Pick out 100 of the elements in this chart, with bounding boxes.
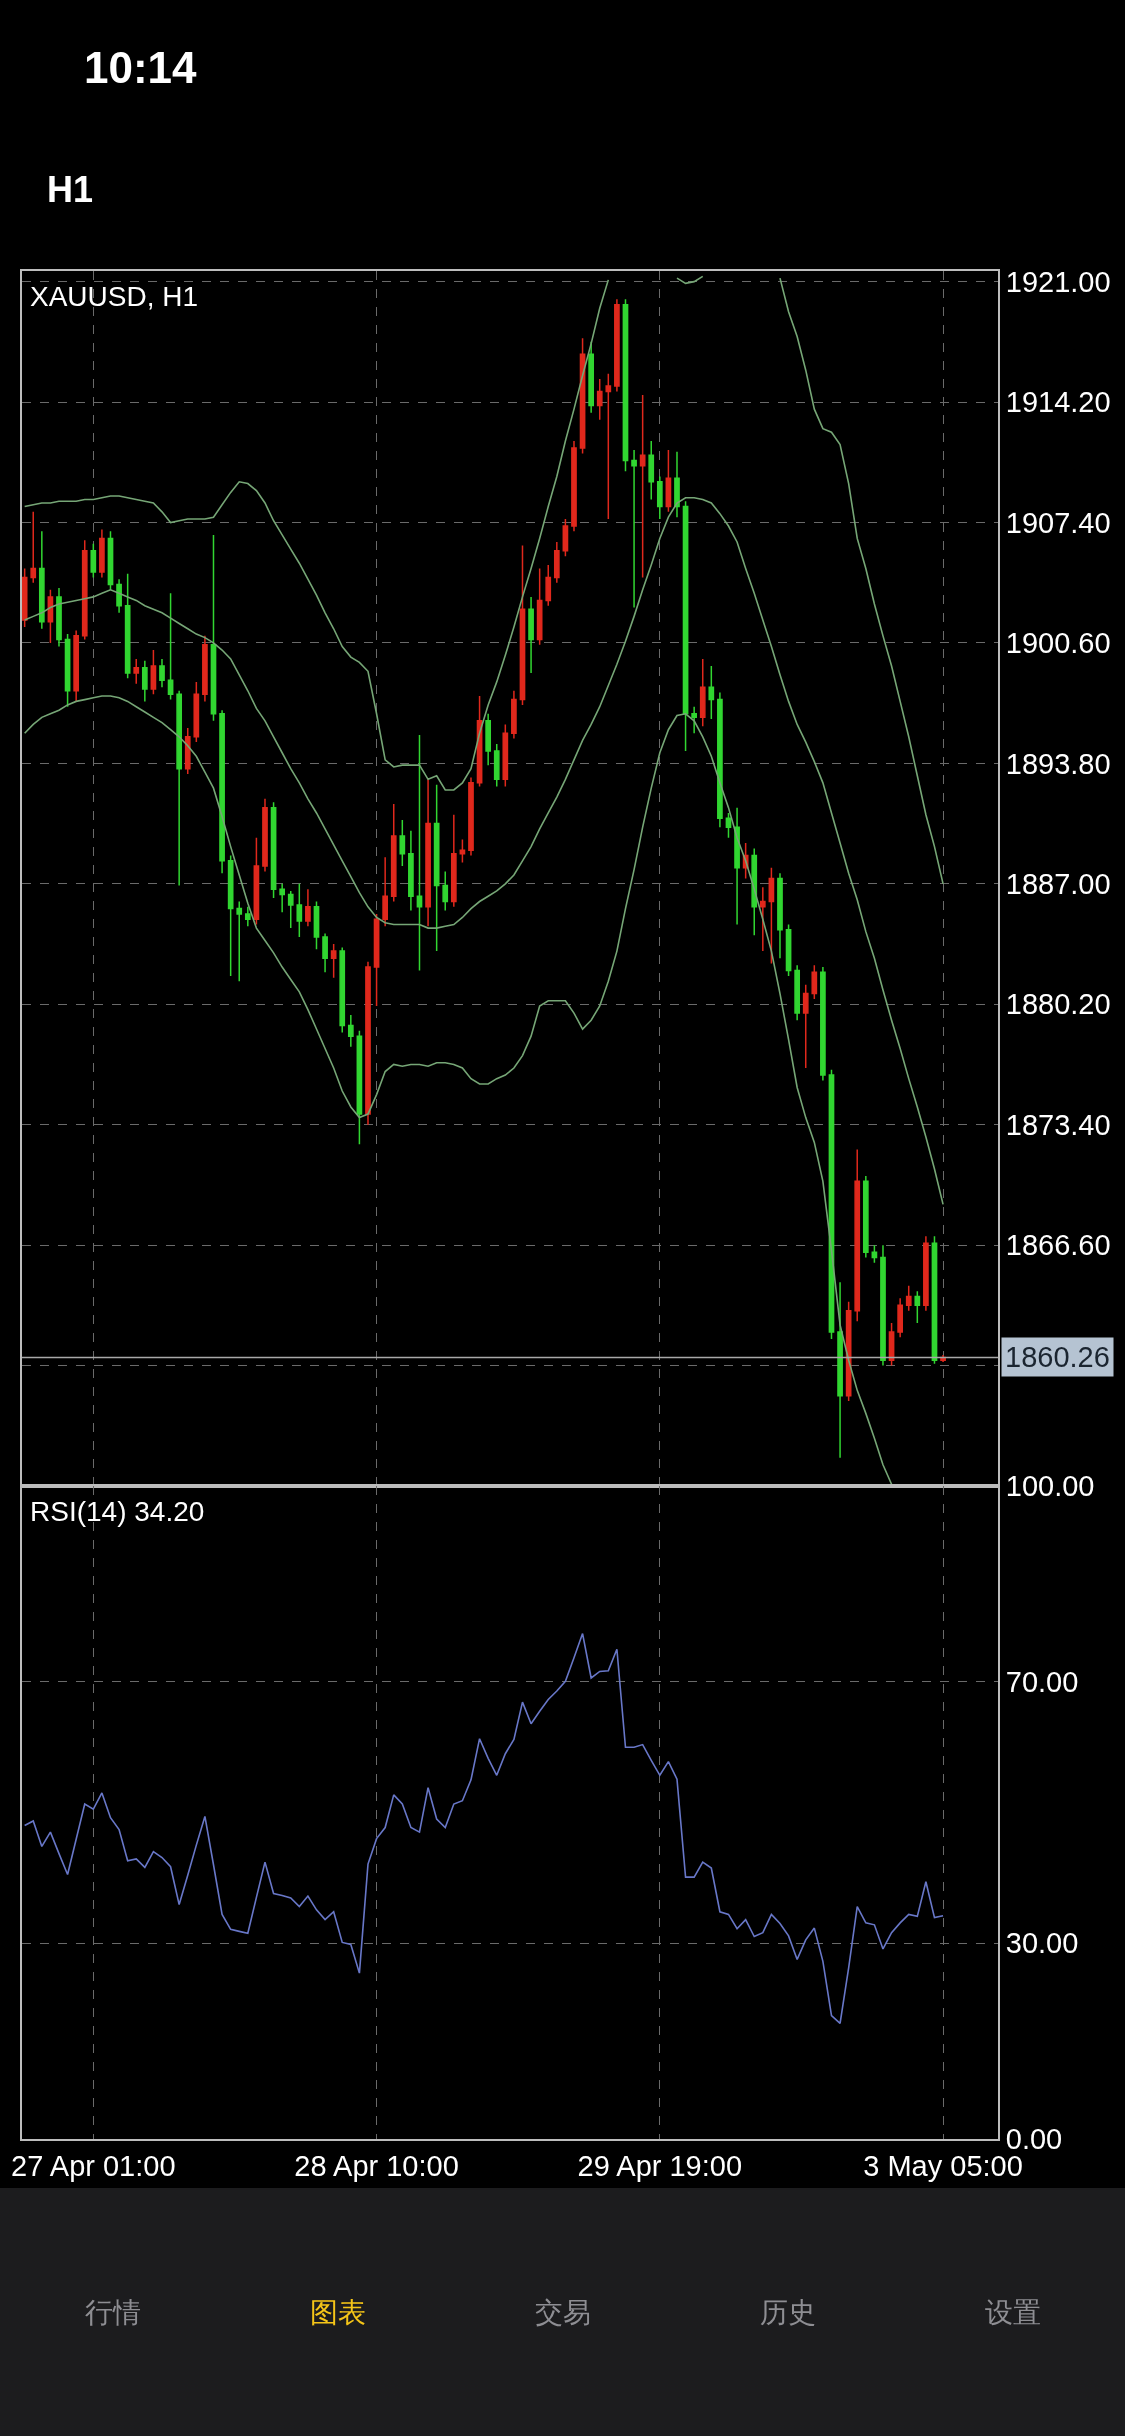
candlestick [433,783,440,952]
candlestick [811,964,818,1000]
candlestick [73,629,80,703]
candlestick [734,806,740,926]
chart-title: XAUUSD, H1 [30,281,199,312]
candlestick [528,596,534,674]
candlestick [287,890,294,929]
candlestick [639,394,646,579]
candlestick [596,378,603,421]
candlestick [124,573,131,680]
y-tick-label: 1893.80 [1005,747,1111,780]
candlestick [725,812,732,839]
candlestick [313,900,320,951]
candlestick [202,635,208,703]
candlestick [502,723,509,788]
candlestick [90,543,97,579]
candlestick [81,539,88,641]
chart-title: RSI(14) 34.20 [30,1496,205,1527]
candlestick [22,567,28,628]
candlestick [837,1281,843,1459]
candlestick [536,567,543,646]
candlestick [862,1175,869,1259]
candlestick [759,886,766,952]
candlestick [717,691,723,828]
candlestick [656,475,663,520]
y-tick-label: 1907.40 [1005,506,1111,539]
y-tick-label: 1866.60 [1005,1229,1111,1262]
candlestick [614,298,620,393]
candlestick [99,528,105,579]
y-tick-label: 1880.20 [1005,988,1111,1021]
candlestick [674,450,680,518]
text: 行情 [85,2297,141,2328]
x-tick-label: 29 Apr 19:00 [577,2149,743,2182]
candlestick [905,1285,912,1312]
candlestick [511,690,517,740]
y-tick-label: 70.00 [1005,1666,1079,1699]
candlestick [133,658,140,685]
candlestick [854,1148,861,1323]
candlestick [219,709,225,874]
candlestick [820,966,826,1082]
candlestick [244,906,251,928]
candlestick [390,803,397,903]
y-tick-label: 1900.60 [1005,627,1111,660]
y-tick-label: 100.00 [1005,1470,1095,1503]
candlestick [845,1301,852,1402]
candlestick [279,883,286,913]
candlestick [159,658,165,688]
candlestick [571,440,577,533]
candlestick [339,946,346,1034]
candlestick [699,658,706,727]
candlestick [330,943,337,979]
candlestick [751,847,758,936]
text: 历史 [760,2297,816,2328]
text: 设置 [985,2297,1041,2328]
text: 交易 [535,2297,591,2328]
candlestick [588,341,595,414]
y-tick-label: 1887.00 [1005,867,1111,900]
candlestick [802,984,809,1069]
candlestick [450,813,457,908]
candlestick [373,913,380,1007]
candlestick [176,690,183,887]
candlestick [553,541,560,584]
candlestick [923,1235,929,1312]
candlestick [519,544,526,706]
candlestick [236,900,243,982]
candlestick [545,564,552,607]
y-tick-label: 1914.20 [1005,386,1111,419]
candlestick [871,1244,878,1264]
candlestick [305,888,311,928]
candlestick [167,592,174,701]
candlestick [416,734,423,972]
candlestick [631,449,637,609]
text: H1 [47,169,94,210]
line-series [23,695,893,1486]
candlestick [914,1290,921,1324]
candlestick [184,727,191,775]
candlestick [408,829,414,912]
candlestick [605,372,612,520]
candlestick [253,837,260,926]
candlestick [493,743,500,788]
line-series [23,1632,944,2025]
candlestick [794,964,801,1021]
candlestick [459,838,466,864]
y-tick-label: 1873.40 [1005,1108,1111,1141]
y-tick-label: 1921.00 [1005,265,1111,298]
candlestick [322,932,328,974]
candlestick [382,856,389,928]
candlestick [347,1014,354,1048]
candlestick [56,587,62,648]
candlestick [562,518,569,557]
candlestick [399,819,406,867]
candlestick [880,1244,886,1367]
candlestick [442,870,449,912]
x-tick-label: 28 Apr 10:00 [294,2149,459,2182]
candlestick [648,440,655,501]
candlestick [150,649,157,696]
candlestick [193,681,200,743]
candlestick [296,883,303,938]
candlestick [485,713,492,766]
candlestick [227,854,234,977]
